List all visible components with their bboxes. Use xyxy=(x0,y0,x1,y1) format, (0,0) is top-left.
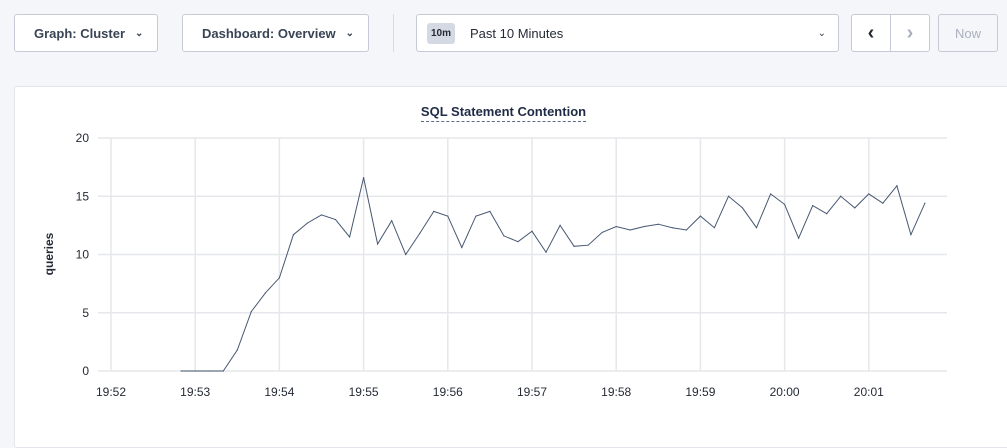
data-point xyxy=(348,236,351,238)
data-point xyxy=(391,220,393,222)
data-point xyxy=(615,225,617,228)
chart-title-wrap: SQL Statement Contention xyxy=(0,104,1007,122)
data-point xyxy=(601,231,603,233)
x-tick-label: 19:55 xyxy=(349,385,379,399)
data-point xyxy=(854,207,856,209)
data-point xyxy=(222,370,224,372)
data-point xyxy=(826,213,828,215)
data-point xyxy=(924,202,926,204)
data-point xyxy=(657,223,659,225)
divider xyxy=(393,14,394,52)
data-point xyxy=(292,234,295,236)
dashboard-selector-label: Dashboard: Overview xyxy=(202,25,336,41)
data-point xyxy=(320,214,323,216)
y-tick-label: 0 xyxy=(82,364,89,378)
y-axis-label: queries xyxy=(42,232,56,275)
chevron-down-icon: ⌄ xyxy=(817,27,826,39)
data-point xyxy=(840,195,842,197)
data-point xyxy=(489,210,491,212)
data-point xyxy=(671,227,673,229)
chevron-right-icon[interactable]: › xyxy=(906,22,914,44)
data-point xyxy=(587,244,589,246)
data-point xyxy=(517,241,519,243)
x-tick-label: 19:59 xyxy=(685,385,715,399)
x-tick-label: 19:52 xyxy=(96,385,126,399)
data-point xyxy=(531,230,533,232)
data-point xyxy=(545,251,547,253)
data-point xyxy=(419,232,421,235)
series-line xyxy=(181,177,926,372)
data-point xyxy=(798,237,800,239)
data-point xyxy=(685,229,687,231)
data-point xyxy=(405,253,407,256)
chevron-down-icon: ⌄ xyxy=(345,27,355,39)
y-tick-label: 20 xyxy=(76,131,90,145)
graph-selector[interactable]: Graph: Cluster ⌄ xyxy=(14,14,158,52)
data-point xyxy=(755,227,758,229)
data-point xyxy=(278,277,280,279)
data-point xyxy=(447,215,449,217)
data-point xyxy=(713,227,716,229)
x-tick-label: 19:54 xyxy=(264,385,294,399)
chart-title[interactable]: SQL Statement Contention xyxy=(420,104,587,122)
x-tick-label: 19:53 xyxy=(180,385,210,399)
data-point xyxy=(433,210,435,212)
data-point xyxy=(629,229,631,231)
graph-selector-label: Graph: Cluster xyxy=(34,25,126,41)
x-tick-label: 19:56 xyxy=(433,385,463,399)
data-point xyxy=(784,203,786,206)
data-point xyxy=(573,245,575,247)
y-tick-label: 5 xyxy=(82,306,89,320)
data-point xyxy=(306,222,309,224)
data-point xyxy=(503,235,505,237)
time-navigation: ‹ › xyxy=(851,14,930,52)
data-point xyxy=(741,207,744,209)
data-point xyxy=(699,215,702,217)
data-point xyxy=(769,193,772,195)
data-point xyxy=(475,215,477,217)
data-point xyxy=(363,177,365,179)
data-point xyxy=(643,225,645,228)
y-tick-label: 15 xyxy=(76,189,90,203)
data-point xyxy=(868,193,870,195)
x-tick-label: 20:00 xyxy=(770,385,800,399)
data-point xyxy=(882,202,884,204)
time-range-badge: 10m xyxy=(427,22,456,44)
data-point xyxy=(377,243,379,245)
time-range-selector[interactable]: 10m Past 10 Minutes ⌄ xyxy=(416,14,839,52)
line-chart: 0 5 10 15 20 19:52 19:53 19:54 19:55 19:56 19:57 19… xyxy=(42,131,947,399)
chart-card xyxy=(14,86,1007,448)
time-range-label: Past 10 Minutes xyxy=(470,25,564,41)
dashboard-selector[interactable]: Dashboard: Overview ⌄ xyxy=(182,14,369,52)
data-point xyxy=(812,204,814,207)
data-point xyxy=(334,218,337,221)
data-point xyxy=(236,349,238,351)
chevron-down-icon: ⌄ xyxy=(135,27,144,39)
y-tick-label: 10 xyxy=(76,248,90,262)
now-button[interactable]: Now xyxy=(938,14,998,52)
data-point xyxy=(910,234,912,236)
data-point xyxy=(264,292,266,294)
x-tick-label: 20:01 xyxy=(854,385,884,399)
data-point xyxy=(559,224,561,226)
data-point xyxy=(727,195,730,197)
data-point xyxy=(180,370,182,372)
x-tick-label: 19:58 xyxy=(601,385,631,399)
data-point xyxy=(461,246,463,249)
data-point xyxy=(208,370,210,372)
data-point xyxy=(194,370,196,372)
data-point xyxy=(250,310,252,313)
data-point xyxy=(896,185,898,187)
chevron-left-icon[interactable]: ‹ xyxy=(852,15,891,51)
x-tick-label: 19:57 xyxy=(517,385,547,399)
